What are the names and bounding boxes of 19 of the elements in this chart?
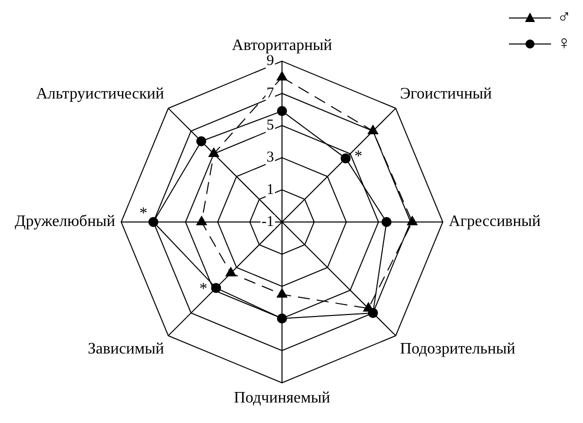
spoke-label: Альтруистический	[36, 86, 164, 103]
spoke-label: Эгоистичный	[400, 86, 492, 103]
spoke-label: Агрессивный	[448, 213, 542, 230]
text: *	[354, 148, 362, 166]
y-tick-label: 9	[266, 53, 274, 70]
spoke-label: Дружелюбный	[14, 213, 116, 230]
legend-label: ♀	[557, 32, 572, 54]
spoke-label: Зависимый	[88, 340, 164, 358]
text: *	[199, 280, 208, 298]
spoke-label: Авторитарный	[232, 36, 333, 54]
y-tick-label: 5	[266, 117, 274, 134]
spoke-label: Подчиняемый	[234, 390, 331, 407]
y-tick-label: 3	[266, 150, 274, 166]
legend-label: ♂	[557, 6, 572, 28]
y-tick-label: -1	[262, 214, 274, 230]
spoke-label: Подозрительный	[400, 340, 516, 358]
y-tick-label: 7	[266, 85, 274, 102]
y-tick-label: 1	[266, 182, 274, 198]
text: *	[139, 205, 148, 222]
